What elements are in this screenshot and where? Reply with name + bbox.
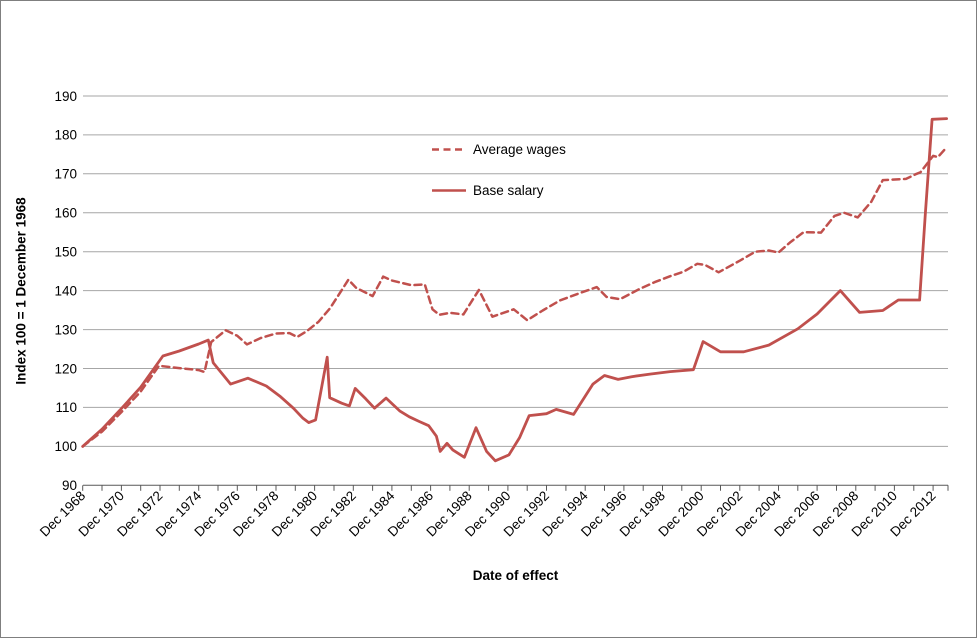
dashed-line-sample-icon — [432, 148, 466, 151]
x-axis-title: Date of effect — [472, 568, 559, 583]
y-tick-label-110: 110 — [55, 400, 77, 415]
solid-line-sample-icon — [432, 189, 466, 192]
legend: Average wages Base salary — [431, 138, 566, 202]
y-tick-label-150: 150 — [54, 245, 77, 260]
y-tick-label-140: 140 — [54, 283, 77, 298]
y-tick-labels: 90 100 110 120 130 140 150 160 170 180 190 — [54, 89, 77, 493]
y-tick-label-120: 120 — [54, 361, 77, 376]
y-axis-title: Index 100 = 1 December 1968 — [13, 197, 29, 385]
x-axis — [82, 484, 949, 491]
y-tick-label-190: 190 — [54, 89, 77, 104]
legend-item-base-salary: Base salary — [431, 179, 566, 202]
legend-label-base-salary: Base salary — [473, 182, 544, 198]
legend-label-average-wages: Average wages — [473, 141, 566, 157]
y-tick-label-100: 100 — [54, 439, 77, 454]
series-base-salary — [81, 117, 948, 463]
gridlines — [83, 95, 948, 447]
y-tick-label-130: 130 — [54, 322, 77, 337]
series-average-wages — [81, 146, 948, 448]
y-tick-label-90: 90 — [62, 478, 77, 493]
y-tick-label-160: 160 — [54, 206, 77, 221]
legend-item-average-wages: Average wages — [431, 138, 566, 161]
y-tick-label-170: 170 — [54, 167, 77, 182]
y-tick-label-180: 180 — [54, 128, 77, 143]
